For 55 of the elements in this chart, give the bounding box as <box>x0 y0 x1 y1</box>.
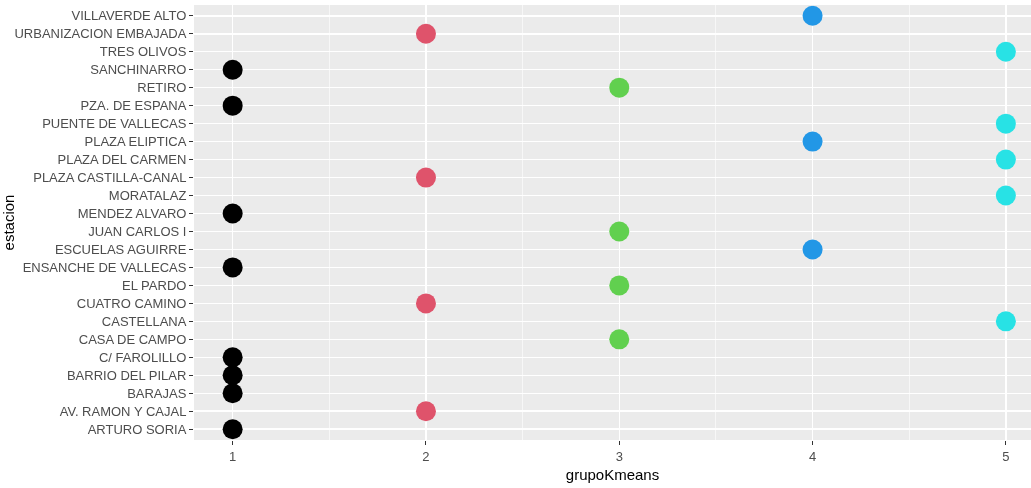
y-tick-label: MORATALAZ <box>108 188 187 204</box>
y-tick-label: PZA. DE ESPANA <box>80 98 187 114</box>
x-tick-label: 5 <box>1002 448 1010 464</box>
point <box>415 401 436 422</box>
y-tick-label: ENSANCHE DE VALLECAS <box>22 259 187 275</box>
point <box>609 329 630 350</box>
point <box>222 419 243 440</box>
point <box>222 203 243 224</box>
x-tick-label: 4 <box>808 448 817 464</box>
point <box>222 365 243 386</box>
point <box>222 59 243 80</box>
y-tick-label: JUAN CARLOS I <box>88 224 187 240</box>
point <box>415 23 436 44</box>
y-tick-label: PLAZA ELIPTICA <box>84 134 187 150</box>
point <box>802 5 823 26</box>
x-tick-label: 3 <box>615 448 623 464</box>
point <box>415 293 436 314</box>
y-tick-label: URBANIZACION EMBAJADA <box>14 26 187 42</box>
y-axis-title: estacion <box>0 194 17 251</box>
point <box>222 95 243 116</box>
y-tick-label: PUENTE DE VALLECAS <box>42 116 187 132</box>
y-tick-label: SANCHINARRO <box>90 62 187 78</box>
x-axis-title: grupoKmeans <box>565 465 660 483</box>
point <box>609 221 630 242</box>
y-tick-label: CASA DE CAMPO <box>78 331 187 347</box>
point <box>222 383 243 404</box>
point <box>995 113 1016 134</box>
x-tick-label: 1 <box>229 448 237 464</box>
y-tick-label: PLAZA CASTILLA-CANAL <box>33 170 187 186</box>
point <box>609 275 630 296</box>
y-tick-label: EL PARDO <box>122 277 187 293</box>
point <box>415 167 436 188</box>
y-tick-label: ARTURO SORIA <box>87 421 187 437</box>
point <box>222 347 243 368</box>
y-tick-label: AV. RAMON Y CAJAL <box>59 403 187 419</box>
y-tick-label: BARRIO DEL PILAR <box>66 367 187 383</box>
point <box>995 41 1016 62</box>
y-tick-label: VILLAVERDE ALTO <box>71 8 187 24</box>
point <box>222 257 243 278</box>
y-tick-label: TRES OLIVOS <box>99 44 187 60</box>
y-tick-label: RETIRO <box>137 80 187 96</box>
point <box>995 185 1016 206</box>
point <box>995 311 1016 332</box>
y-tick-label: PLAZA DEL CARMEN <box>57 152 187 168</box>
x-tick-label: 2 <box>422 448 430 464</box>
y-tick-label: BARAJAS <box>127 385 187 401</box>
y-tick-label: MENDEZ ALVARO <box>77 206 187 222</box>
point <box>802 131 823 152</box>
y-tick-label: CUATRO CAMINO <box>76 295 187 311</box>
point <box>802 239 823 260</box>
y-tick-label: ESCUELAS AGUIRRE <box>54 242 187 258</box>
y-tick-label: C/ FAROLILLO <box>98 349 187 365</box>
y-tick-label: CASTELLANA <box>101 313 187 329</box>
point <box>609 77 630 98</box>
point <box>995 149 1016 170</box>
